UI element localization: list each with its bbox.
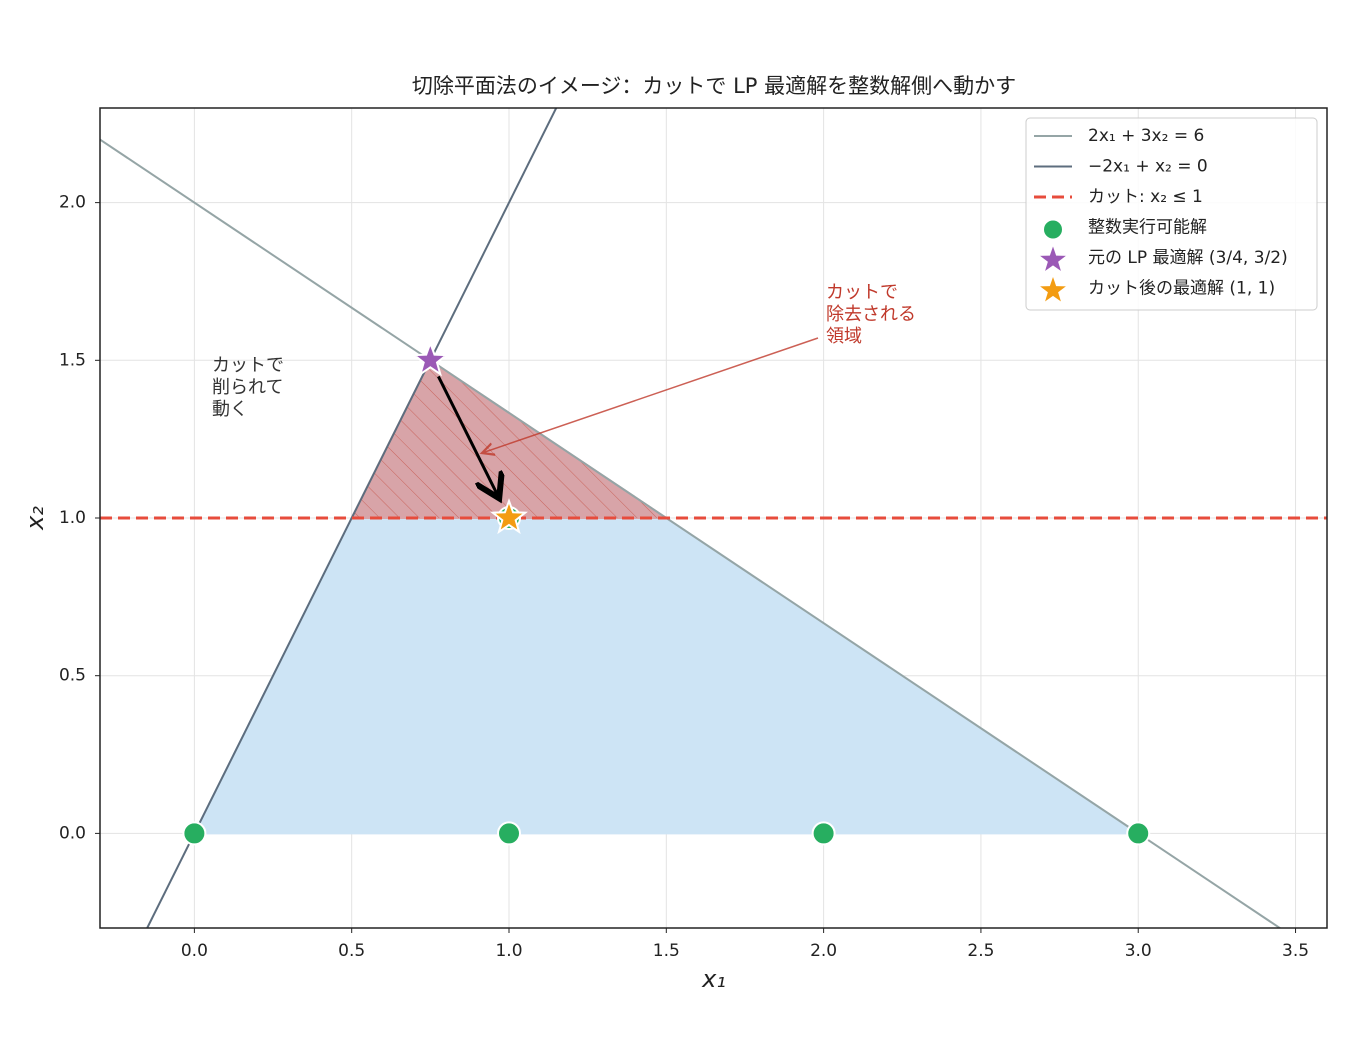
x-tick-label: 2.0	[810, 941, 837, 961]
x-tick-label: 1.5	[653, 941, 680, 961]
move-arrow	[437, 375, 499, 498]
y-tick-label: 1.0	[59, 508, 86, 528]
line	[100, 138, 1282, 928]
star-point	[411, 340, 450, 377]
x-axis-label: x₁	[701, 965, 726, 993]
y-tick-label: 0.5	[59, 666, 86, 686]
annotation: カットで	[826, 282, 898, 303]
annotation: 動く	[212, 399, 248, 420]
chart-title: 切除平面法のイメージ：カットで LP 最適解を整数解側へ動かす	[412, 74, 1016, 98]
point	[1126, 821, 1151, 846]
x-tick-label: 2.5	[967, 941, 994, 961]
legend-box	[1025, 117, 1318, 311]
y-axis-label: x₂	[21, 506, 49, 531]
star-point	[490, 498, 528, 535]
legend-label: 2x₁ + 3x₂ = 6	[1088, 126, 1204, 146]
legend-label: −2x₁ + x₂ = 0	[1088, 157, 1208, 177]
x-tick-label: 3.5	[1282, 941, 1309, 961]
annotation-arrow	[482, 337, 819, 453]
annotation: 除去される	[826, 304, 916, 325]
point	[497, 821, 521, 846]
point	[182, 821, 207, 846]
line	[146, 108, 558, 928]
annotation: 領域	[826, 326, 862, 347]
region-hatch	[351, 360, 667, 518]
legend-label: 元の LP 最適解 (3/4, 3/2)	[1088, 248, 1288, 268]
point	[811, 821, 836, 846]
legend-swatch	[1037, 273, 1069, 304]
x-tick-label: 0.5	[338, 941, 365, 961]
x-tick-label: 1.0	[495, 941, 522, 961]
legend-swatch	[1042, 218, 1064, 241]
legend-label: カット: x₂ ≤ 1	[1088, 187, 1203, 207]
annotation: カットで	[212, 355, 284, 376]
legend-label: 整数実行可能解	[1088, 218, 1207, 238]
x-tick-label: 3.0	[1125, 941, 1152, 961]
x-tick-label: 0.0	[181, 941, 208, 961]
annotation: 削られて	[212, 377, 283, 398]
y-tick-label: 2.0	[59, 193, 86, 213]
y-tick-label: 1.5	[59, 350, 86, 370]
y-tick-label: 0.0	[59, 823, 86, 843]
plot-area	[100, 108, 1327, 928]
legend-label: カット後の最適解 (1, 1)	[1088, 279, 1275, 299]
legend-swatch	[1037, 243, 1069, 274]
